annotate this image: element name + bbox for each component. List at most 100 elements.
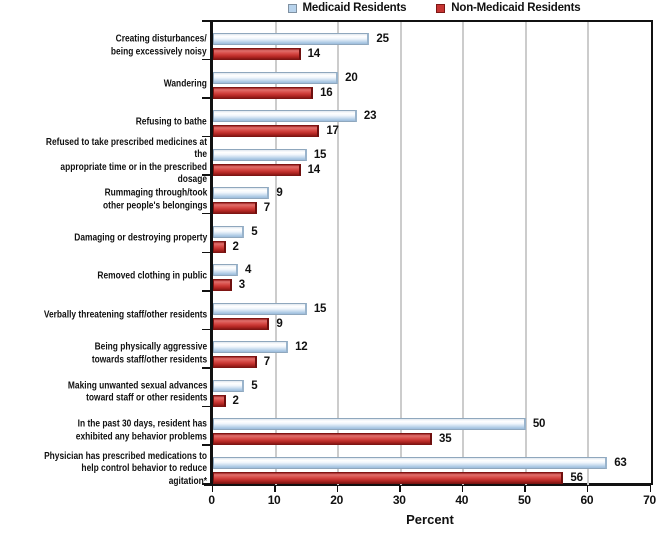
category-label: Damaging or destroying property <box>0 231 207 244</box>
category-label-text: Wandering <box>163 77 207 90</box>
category-label: Being physically aggressive towards staf… <box>0 340 207 365</box>
x-tick-mark-50 <box>524 486 526 492</box>
value-label-non-medicaid: 7 <box>263 356 270 368</box>
category-label-text: Rummaging through/took other people's be… <box>102 186 207 211</box>
x-tick-label-10: 10 <box>267 493 281 507</box>
category-label: Refused to take prescribed medicines at … <box>0 135 207 185</box>
x-tick-mark-40 <box>461 486 464 492</box>
category-label: Making unwanted sexual advances toward s… <box>0 379 207 404</box>
category-label-text: Being physically aggressive towards staf… <box>91 340 207 365</box>
legend-item-non-medicaid: Non-Medicaid Residents <box>436 2 581 14</box>
bar-medicaid <box>213 418 526 430</box>
gridline-50 <box>524 22 527 485</box>
gridline-60 <box>587 22 590 485</box>
x-axis-line <box>204 483 651 486</box>
category-label-text: Physician has prescribed medications to … <box>44 449 207 487</box>
bar-non-medicaid <box>213 202 257 214</box>
category-label-text: Damaging or destroying property <box>73 231 207 244</box>
category-label: Verbally threatening staff/other residen… <box>0 308 207 321</box>
category-label: Creating disturbances/ being excessively… <box>0 32 207 57</box>
value-label-medicaid: 5 <box>251 379 258 392</box>
bar-non-medicaid <box>213 240 226 253</box>
value-label-medicaid: 12 <box>295 341 308 353</box>
bar-non-medicaid <box>213 279 232 291</box>
category-label: Physician has prescribed medications to … <box>0 450 207 488</box>
value-label-non-medicaid: 2 <box>232 394 239 407</box>
y-tick-mark <box>202 367 210 369</box>
category-label-text: Verbally threatening staff/other residen… <box>43 308 207 321</box>
bar-medicaid <box>213 33 370 45</box>
category-label-text: Making unwanted sexual advances toward s… <box>67 378 207 404</box>
x-tick-label-0: 0 <box>208 493 215 507</box>
value-label-medicaid: 15 <box>313 302 327 315</box>
bar-medicaid <box>213 110 357 122</box>
bar-non-medicaid <box>213 48 301 60</box>
x-tick-label-30: 30 <box>392 493 406 507</box>
x-tick-mark-30 <box>399 486 401 492</box>
bar-medicaid <box>213 264 239 276</box>
x-tick-label-70: 70 <box>643 493 656 507</box>
bar-non-medicaid <box>213 317 270 330</box>
plot-area: 25 14 20 16 23 17 15 14 9 7 5 2 4 3 15 9 12 7 5 2 50 35 63 56 <box>210 20 653 485</box>
category-label-text: Creating disturbances/ being excessively… <box>111 32 207 57</box>
value-label-non-medicaid: 7 <box>263 202 270 214</box>
value-label-medicaid: 4 <box>245 264 252 276</box>
bar-non-medicaid <box>213 433 432 445</box>
value-label-medicaid: 50 <box>532 418 546 430</box>
x-tick-mark-70 <box>649 486 651 492</box>
value-label-medicaid: 9 <box>276 187 283 199</box>
x-tick-label-40: 40 <box>455 493 469 507</box>
y-tick-mark <box>202 290 210 292</box>
y-tick-mark <box>202 483 210 485</box>
x-tick-mark-0 <box>211 486 213 492</box>
value-label-non-medicaid: 14 <box>307 163 321 176</box>
bar-non-medicaid <box>213 471 564 484</box>
category-label-text: In the past 30 days, resident has exhibi… <box>75 417 207 442</box>
y-tick-mark <box>202 20 210 22</box>
x-tick-label-50: 50 <box>517 493 531 507</box>
x-axis-title: Percent <box>406 512 454 527</box>
legend-item-medicaid: Medicaid Residents <box>287 2 407 14</box>
x-tick-mark-10 <box>274 486 276 492</box>
gridline-20 <box>337 22 340 485</box>
y-tick-mark <box>202 328 210 331</box>
value-label-medicaid: 20 <box>345 71 358 84</box>
y-tick-mark <box>202 174 210 176</box>
bar-non-medicaid <box>213 86 314 99</box>
x-tick-label-60: 60 <box>580 493 594 507</box>
category-label: Removed clothing in public <box>0 270 207 283</box>
y-tick-mark <box>202 444 210 446</box>
bar-non-medicaid <box>213 163 301 176</box>
value-label-medicaid: 15 <box>313 148 327 161</box>
value-label-medicaid: 63 <box>614 456 627 469</box>
value-label-non-medicaid: 14 <box>307 48 321 60</box>
chart-legend: Medicaid Residents Non-Medicaid Resident… <box>210 0 658 16</box>
value-label-non-medicaid: 16 <box>320 86 333 99</box>
category-label: In the past 30 days, resident has exhibi… <box>0 417 207 442</box>
category-label: Wandering <box>0 77 207 90</box>
y-tick-mark <box>202 212 210 215</box>
value-label-non-medicaid: 9 <box>276 317 283 330</box>
y-tick-mark <box>202 97 210 99</box>
y-tick-mark <box>202 405 210 408</box>
y-tick-mark <box>202 251 210 253</box>
value-label-medicaid: 5 <box>251 225 258 238</box>
bar-medicaid <box>213 456 608 469</box>
bar-medicaid <box>213 187 270 199</box>
category-label: Rummaging through/took other people's be… <box>0 186 207 211</box>
medicaid-swatch-icon <box>287 3 297 13</box>
value-label-medicaid: 23 <box>363 110 377 122</box>
category-label-text: Refused to take prescribed medicines at … <box>45 135 207 186</box>
gridline-40 <box>462 22 465 485</box>
legend-label-medicaid: Medicaid Residents <box>302 2 407 14</box>
x-tick-label-20: 20 <box>330 493 344 507</box>
value-label-non-medicaid: 56 <box>570 471 583 484</box>
value-label-non-medicaid: 35 <box>439 433 452 445</box>
legend-label-non-medicaid: Non-Medicaid Residents <box>451 2 581 14</box>
bar-medicaid <box>213 302 307 315</box>
value-label-non-medicaid: 17 <box>326 125 339 137</box>
value-label-medicaid: 25 <box>376 33 389 45</box>
bar-non-medicaid <box>213 125 320 137</box>
x-tick-mark-60 <box>586 486 589 492</box>
